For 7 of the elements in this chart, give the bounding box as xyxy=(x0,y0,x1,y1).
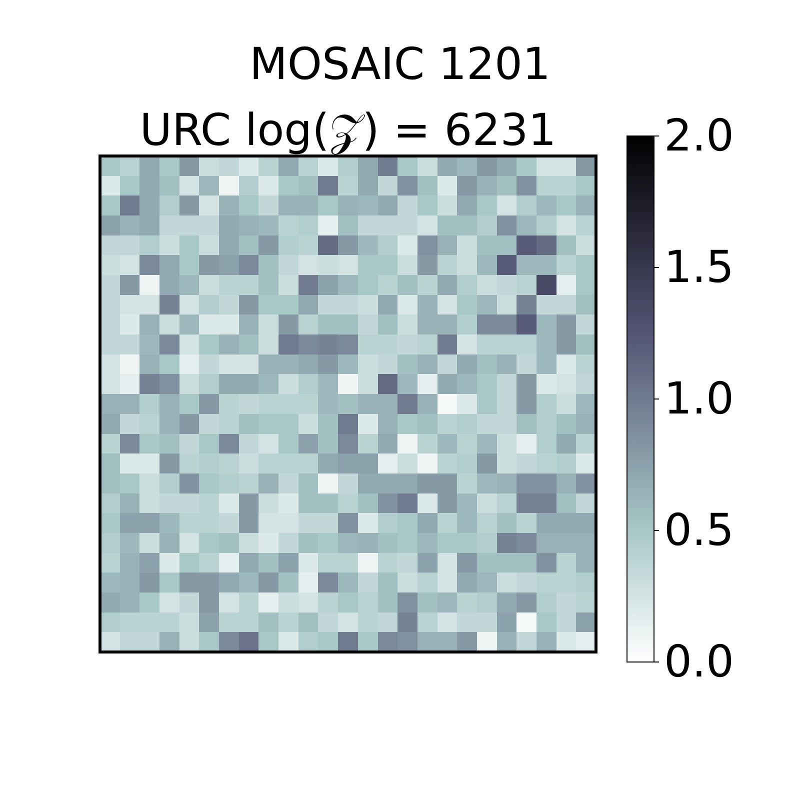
color-bar-label: 1.5 xyxy=(664,242,734,293)
color-bar-label: 2.0 xyxy=(664,110,734,162)
color-bar-label: 1.0 xyxy=(664,374,734,424)
chart-subtitle: URC log(𝒵) = 6231 xyxy=(140,105,556,156)
color-bar-label: 0.0 xyxy=(664,636,734,688)
color-bar-label: 0.5 xyxy=(664,505,734,556)
chart-title: MOSAIC 1201 xyxy=(248,39,552,90)
